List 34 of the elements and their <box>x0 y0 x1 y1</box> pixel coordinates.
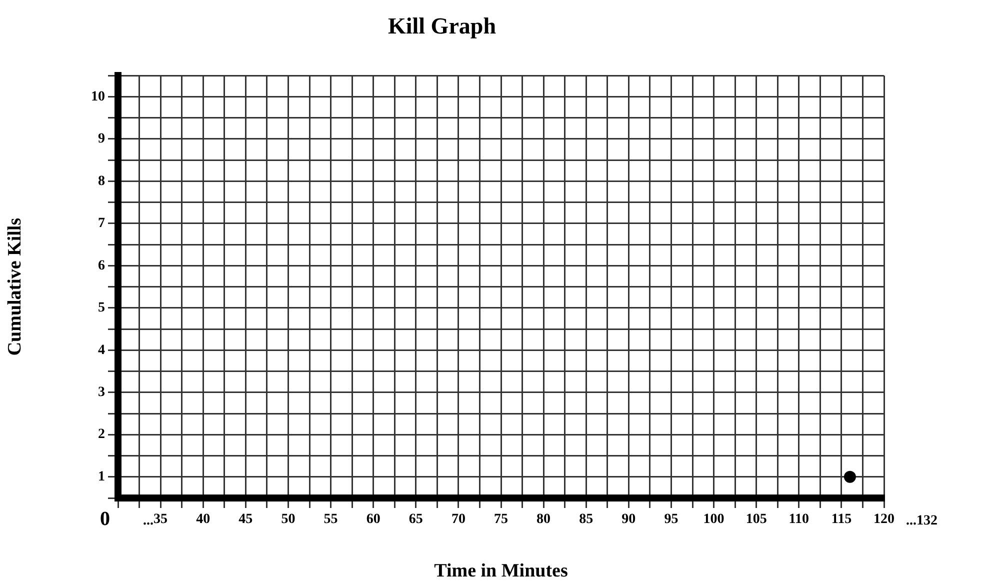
y-tick-label: 10 <box>91 89 105 104</box>
text: 0 <box>100 508 110 530</box>
x-tick-label: 55 <box>324 512 338 528</box>
y-tick-label: 6 <box>98 258 105 274</box>
x-tick-label: 50 <box>281 512 296 528</box>
text: ... <box>143 514 154 529</box>
x-tick-label: 70 <box>451 512 466 528</box>
y-tick-label: 5 <box>98 300 105 316</box>
x-tick-label: 105 <box>746 512 767 528</box>
x-tick-label: 85 <box>579 512 594 528</box>
x-tick-label: 110 <box>788 512 810 528</box>
y-tick-label: 3 <box>98 385 105 400</box>
x-tick-label: 75 <box>494 512 508 528</box>
x-tick-label: 95 <box>664 512 678 528</box>
y-tick-label: 9 <box>98 132 105 147</box>
x-tick-label: 100 <box>703 512 724 528</box>
y-tick-label: 7 <box>98 216 105 232</box>
y-axis-title: Cumulative Kills <box>4 218 26 356</box>
y-tick-label: 2 <box>98 427 105 442</box>
x-tick-label: 80 <box>536 512 551 528</box>
y-tick-label: 4 <box>98 342 105 358</box>
x-tick-label: 45 <box>238 512 253 528</box>
x-tick-label: 115 <box>831 512 852 528</box>
chart-title: Kill Graph <box>388 14 496 39</box>
y-tick-label: 1 <box>98 469 105 484</box>
x-axis-title: Time in Minutes <box>434 560 568 582</box>
y-tick-label: 8 <box>98 174 105 189</box>
x-tick-label: 60 <box>366 512 380 528</box>
x-tick-label: 65 <box>408 512 423 528</box>
text: ...132 <box>906 514 938 529</box>
x-tick-label: 90 <box>622 512 636 528</box>
x-tick-label: 35 <box>154 512 168 528</box>
x-tick-label: 40 <box>196 512 210 528</box>
x-tick-label: 120 <box>874 512 894 528</box>
